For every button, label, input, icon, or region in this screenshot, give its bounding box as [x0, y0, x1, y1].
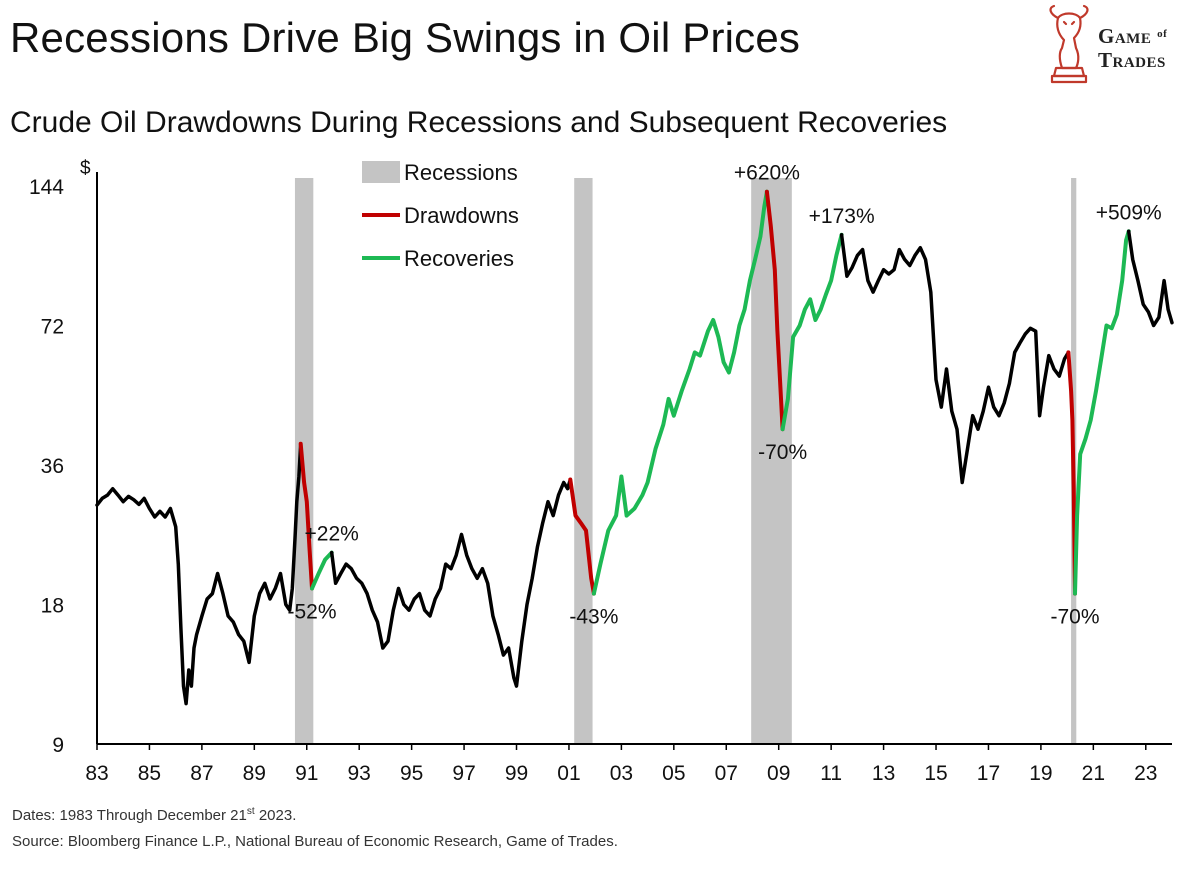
legend-label-drawdowns: Drawdowns	[404, 203, 519, 228]
x-tick-label: 11	[820, 762, 842, 785]
recession-band-2	[574, 178, 593, 744]
x-tick-label: 85	[138, 762, 161, 785]
y-tick-label: 72	[41, 316, 64, 339]
data-label: +22%	[305, 523, 359, 546]
x-tick-label: 99	[505, 762, 528, 785]
data-label: -70%	[1050, 606, 1099, 629]
data-label: +509%	[1096, 201, 1162, 224]
data-label: -52%	[287, 600, 336, 623]
recession-band-3	[751, 178, 792, 744]
oil-price-chart: 9 18 36 72 144 $83 85 87 89 91 93 95 97 99 01 03 05 07 09 1…	[29, 158, 1174, 785]
logo-text-bottom: Trades	[1098, 48, 1166, 72]
price-series-4	[329, 477, 573, 688]
x-tick-label: 87	[190, 762, 213, 785]
x-tick-label: 95	[400, 762, 423, 785]
x-tick-label: 19	[1029, 762, 1052, 785]
logo-text-top: Game of	[1098, 24, 1168, 48]
x-tick-label: 91	[295, 762, 318, 785]
x-tick-label: 97	[452, 762, 475, 785]
x-tick-label: 09	[767, 762, 790, 785]
drawdown-series-5	[568, 477, 596, 596]
x-tick-label: 17	[977, 762, 1000, 785]
x-tick-label: 23	[1134, 762, 1157, 785]
x-tick-label: 01	[557, 762, 580, 785]
x-tick-label: 03	[610, 762, 633, 785]
chart-subtitle: Crude Oil Drawdowns During Recessions an…	[10, 106, 948, 139]
x-tick-label: 13	[872, 762, 895, 785]
x-tick-label: 93	[348, 762, 371, 785]
data-label: -70%	[758, 441, 807, 464]
data-label: +620%	[734, 162, 800, 185]
x-tick-label: 15	[924, 762, 947, 785]
footer-dates: Dates: 1983 Through December 21st 2023.	[12, 806, 297, 824]
drawdown-series-2	[298, 441, 314, 591]
legend-label-recessions: Recessions	[404, 160, 518, 185]
price-series-9	[839, 233, 1071, 485]
recovery-series-11	[1073, 229, 1131, 596]
price-series-1	[95, 442, 303, 706]
legend-label-recoveries: Recoveries	[404, 246, 514, 271]
price-series-12	[1126, 229, 1174, 328]
data-label: +173%	[809, 205, 875, 228]
x-tick-label: 07	[715, 762, 738, 785]
drawdown-series-10	[1066, 350, 1077, 596]
legend-swatch-recessions	[362, 161, 400, 183]
y-tick-label: 9	[52, 734, 64, 757]
x-tick-label: 21	[1082, 762, 1105, 785]
y-tick-label: 18	[41, 595, 64, 618]
footer-source: Source: Bloomberg Finance L.P., National…	[12, 833, 618, 850]
drawdown-series-7	[764, 189, 785, 432]
x-tick-label: 83	[85, 762, 108, 785]
y-tick-label: 144	[29, 176, 64, 199]
x-tick-label: 89	[243, 762, 266, 785]
data-label: -43%	[569, 606, 618, 629]
recovery-series-6	[591, 189, 769, 596]
chart-title: Recessions Drive Big Swings in Oil Price…	[10, 14, 801, 61]
bull-knight-chess-icon	[1049, 4, 1089, 84]
y-axis-unit-label: $	[80, 158, 91, 179]
recovery-series-3	[310, 550, 334, 591]
x-tick-label: 05	[662, 762, 685, 785]
y-tick-label: 36	[41, 455, 64, 478]
recovery-series-8	[780, 232, 844, 432]
